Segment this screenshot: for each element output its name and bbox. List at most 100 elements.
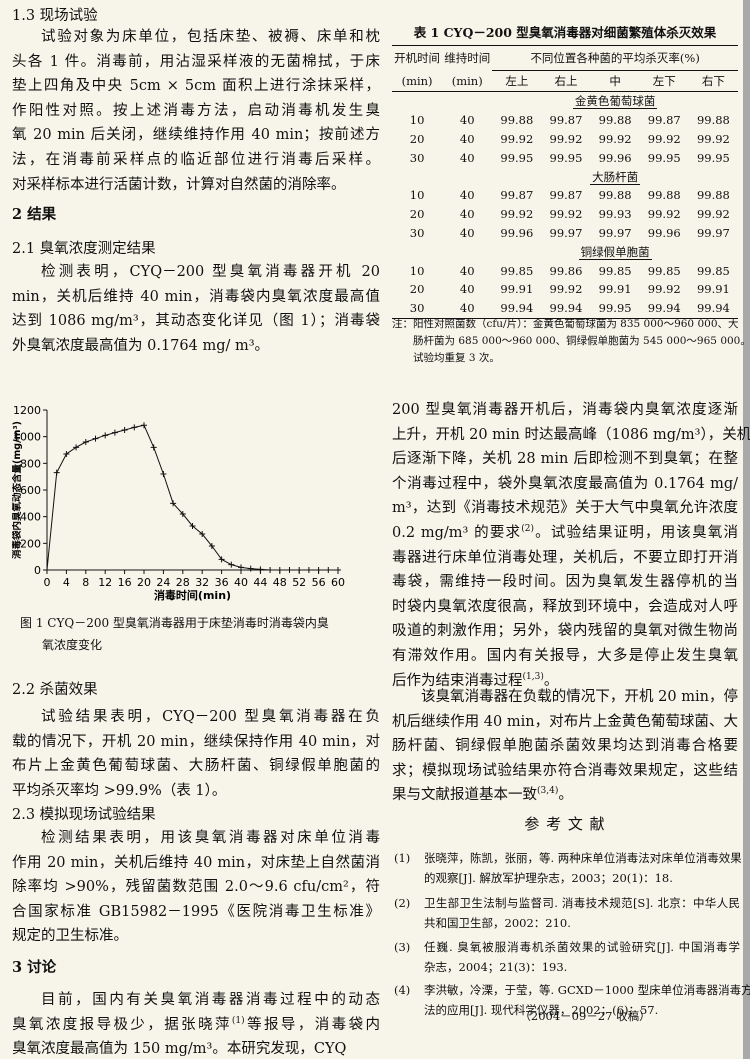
data-point [102,432,109,439]
x-tick-label: 36 [215,576,229,589]
text-line: 外臭氧浓度最高值为 0.1764 mg/ m³。 [12,337,270,354]
cell: 99.95 [549,150,583,165]
cell: 20 [409,282,425,297]
header-cell: 开机时间 [394,51,441,66]
received-date: （2004－09－27 收稿） [519,1009,651,1023]
data-point [335,567,341,573]
cell: 99.94 [696,301,730,316]
header-cell: 右上 [541,70,591,92]
cell: 99.92 [696,131,730,146]
reference-text: 任巍. 臭氧被服消毒机杀菌效果的试验研究[J]. 中国消毒学 杂志，2004；21… [424,937,740,977]
cell: 99.95 [500,150,534,165]
heading: 2.3 模拟现场试验结果 [12,807,156,823]
group-label: 铜绿假单胞菌 [578,244,652,260]
data-point [325,567,332,573]
cell: 99.88 [696,188,730,203]
cell: 99.87 [647,113,681,128]
cell: 30 [409,225,425,240]
x-tick-label: 12 [98,576,112,589]
cell: 99.96 [500,225,534,240]
cell: 99.95 [647,150,681,165]
data-point [238,564,244,571]
cell: 40 [459,225,475,240]
heading: 2.2 杀菌效果 [12,682,98,698]
cell: 40 [459,301,475,316]
cell: 30 [409,301,425,316]
x-tick-label: 20 [137,576,151,589]
text-line: 时袋内臭氧浓度很高，释放到环境中，会造成对人呼 [392,598,738,615]
cell: 99.96 [647,225,681,240]
cell [392,167,492,186]
text-line: 该臭氧消毒器在负载的情况下，开机 20 min，停 [421,689,738,705]
text-line: 目前，国内有关臭氧消毒器消毒过程中的动态 [41,992,380,1008]
cell [392,242,492,261]
table-row: 10 40 99.87 99.87 99.88 99.88 99.88 [392,186,738,205]
x-tick-label: 44 [253,576,267,589]
header-row: 开机时间 维持时间 不同位置各种菌的平均杀灭率(%) [392,45,738,71]
data-point [315,567,322,573]
data-point [121,427,128,433]
cell: 99.88 [647,188,681,203]
data-point [228,561,235,568]
table: 开机时间 维持时间 不同位置各种菌的平均杀灭率(%) (min) (min) 左上 右上中左… [392,45,738,319]
text-line: 后作为结束消毒过程(1,3)。 [392,669,738,694]
cell: 99.87 [500,188,534,203]
data-point [179,511,186,517]
text-line: 平均杀灭率均 >99.9%（表 1）。 [12,782,227,799]
cell: 99.96 [598,150,632,165]
cell: 大肠杆菌 [492,167,738,186]
text: 。 [543,672,559,689]
data-point [111,429,118,436]
data-point [92,435,99,442]
cell: 99.97 [549,225,583,240]
text: 。试验结果证明，用该臭氧消 [533,524,738,541]
text-line: 头各 1 件。消毒前，用沾湿采样液的无菌棉拭，于床 [12,53,380,70]
cell: 40 [459,207,475,222]
reference-number: (2) [394,896,411,910]
cell: 99.87 [549,188,583,203]
text-line: 检测表明，CYQ－200 型臭氧消毒器开机 20 [41,264,380,280]
text-line: 达到 1086 mg/m³，其动态变化详见（图 1）；消毒袋 [12,313,380,330]
cell: 20 [409,131,425,146]
header-cell: (min) [392,70,443,92]
x-tick-label: 16 [118,576,132,589]
data-point [296,567,303,573]
text-line: 有滞效作用。国内有关报导，大多是停止发生臭氧 [392,647,738,664]
paragraph: 200 型臭氧消毒器开机后，消毒袋内臭氧浓度逐渐 上升，开机 20 min 时达最… [392,398,750,694]
text-line: 果与文献报道基本一致(3,4)。 [392,783,738,808]
cell: 99.92 [696,207,730,222]
text-line: 上升，开机 20 min 时达最高峰（1086 mg/m³），关机 [392,426,750,443]
text-line: 垫上四角及中央 5cm × 5cm 面积上进行涂抹采样， [12,78,380,95]
table-row: 10 40 99.88 99.87 99.88 99.87 99.88 [392,111,738,130]
text: 0.2 mg/m³ 的要求 [392,524,522,541]
cell: 99.92 [500,131,534,146]
cell: 99.93 [598,207,632,222]
group-row: 大肠杆菌 [392,167,738,186]
data-point [199,531,206,537]
cell: 10 [409,188,425,203]
data-point [53,469,60,476]
table-title: 表 1 CYQ－200 型臭氧消毒器对细菌繁殖体杀灭效果 [413,25,717,40]
data-point [247,565,254,572]
text-line: 规定的卫生标准。 [12,928,128,945]
table-note: 注：阳性对照菌数（cfu/片）：金黄色葡萄球菌为 835 000～960 000… [392,316,750,367]
text-line: min，关机后维持 40 min，消毒袋内臭氧浓度最高值 [12,288,380,305]
text-line: 载的情况下，开机 20 min，继续保持作用 40 min，对 [12,733,380,750]
table-row: 30 40 99.96 99.97 99.97 99.96 99.97 [392,224,738,243]
data-point [305,567,312,573]
cell: 40 [459,131,475,146]
paragraph: 检测表明，CYQ－200 型臭氧消毒器开机 20 min，关机后维持 40 min… [12,260,380,358]
x-tick-label: 32 [195,576,209,589]
text-line: 试验均重复 3 次。 [413,352,500,364]
text-line: 注：阳性对照菌数（cfu/片）：金黄色葡萄球菌为 835 000～960 000… [392,318,739,330]
text-line: 共和国卫生部，2002：210. [424,916,571,930]
cell: 99.95 [696,150,730,165]
text-line: 臭氧浓度最高值为 150 mg/m³。本研究发现，CYQ [12,1041,347,1058]
reference: (4) 李洪敏，冷溧，于莹，等. GCXD－1000 型床单位消毒器消毒方 法的应用… [394,980,750,1020]
y-axis-label: 消毒袋内臭氧动态含量(mg/m³) [12,421,23,559]
reference: (2) 卫生部卫生法制与监督司. 消毒技术规范[S]. 北京：中华人民 共和国卫生部… [394,893,740,933]
data-point [131,424,138,431]
cell: 99.85 [647,263,681,278]
data-point [257,566,264,573]
data-point [276,567,283,573]
